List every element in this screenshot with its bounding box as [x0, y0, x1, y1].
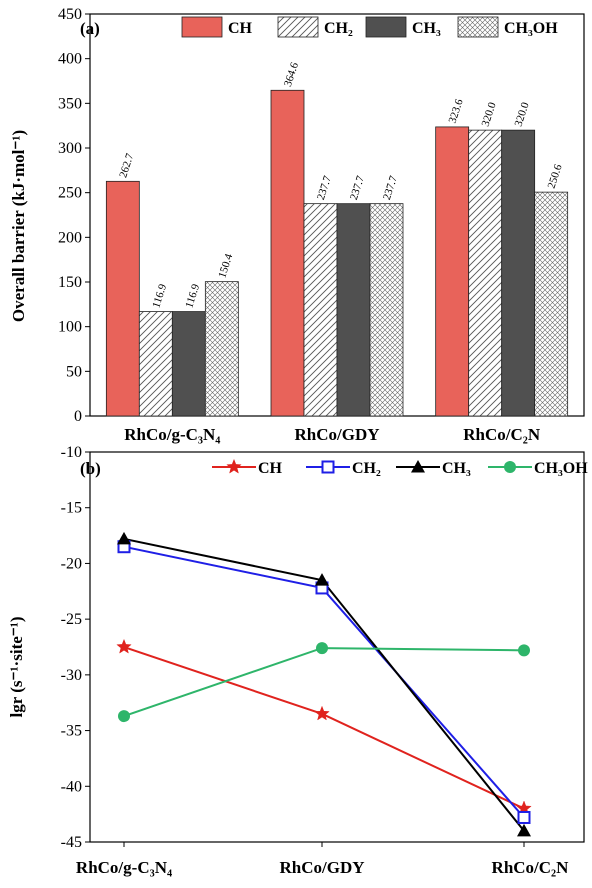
bar-data-label: 150.4: [216, 252, 235, 280]
line-chart-legend: CH CH₂ CH₃ CH₃OH: [212, 458, 588, 477]
y-tick-label: -10: [61, 444, 82, 461]
legend-label: CH₃OH: [534, 460, 588, 477]
bar-data-label: 250.6: [546, 162, 565, 190]
y-tick-label: 0: [74, 408, 82, 425]
bar: [501, 129, 536, 417]
bar: [534, 191, 569, 417]
bar: [369, 203, 404, 417]
legend-swatch: [181, 16, 223, 38]
legend-swatch: [277, 16, 319, 38]
data-point-circle: [118, 710, 130, 723]
legend-label: CH₃: [442, 460, 471, 477]
bar-chart-y-axis-title: Overall barrier (kJ·mol⁻¹): [9, 130, 28, 322]
panel-label-b: (b): [80, 459, 101, 478]
bar-data-label: 116.9: [150, 282, 169, 309]
x-category-label: RhCo/GDY: [279, 858, 364, 877]
y-tick-label: -30: [61, 667, 82, 684]
legend-label: CH: [258, 460, 283, 477]
data-point-circle: [504, 461, 516, 473]
bar-data-label: 323.6: [447, 97, 466, 125]
data-point-star: [314, 705, 330, 721]
data-point-triangle: [117, 531, 131, 545]
x-category-label: RhCo/g-C₃N₄: [124, 425, 220, 444]
bar: [171, 311, 206, 417]
x-category-label: RhCo/GDY: [294, 425, 379, 444]
legend-label: CH: [228, 20, 253, 37]
data-point-circle: [316, 642, 328, 655]
x-category-label: RhCo/C₂N: [492, 858, 570, 877]
line-chart-y-axis-title: lgr (s⁻¹·site⁻¹): [7, 616, 26, 717]
data-point-triangle: [517, 823, 531, 837]
y-tick-label: 200: [58, 229, 82, 246]
bar: [303, 203, 338, 417]
bar: [435, 126, 470, 417]
bar-chart-legend: CH CH₂ CH₃ CH₃OH: [181, 16, 558, 38]
bar-data-label: 320.0: [480, 100, 499, 128]
y-tick-label: 50: [66, 363, 82, 380]
y-tick-label: 450: [58, 6, 82, 23]
bar-data-label: 364.6: [282, 60, 301, 88]
bar: [105, 180, 140, 417]
bar: [138, 311, 173, 417]
y-tick-label: -35: [61, 723, 82, 740]
y-tick-label: 150: [58, 274, 82, 291]
bar: [204, 281, 239, 417]
y-tick-label: 350: [58, 95, 82, 112]
y-tick-label: 300: [58, 140, 82, 157]
y-tick-label: -45: [61, 834, 82, 851]
data-point-triangle: [411, 460, 425, 473]
y-tick-label: 100: [58, 319, 82, 336]
y-tick-label: -20: [61, 555, 82, 572]
legend-label: CH₂: [324, 20, 353, 37]
bar-data-label: 116.9: [183, 282, 202, 309]
legend-swatch: [365, 16, 407, 38]
bar-chart-bars: [105, 89, 569, 417]
data-point-circle: [518, 644, 530, 657]
y-tick-label: 250: [58, 185, 82, 202]
bar: [270, 89, 305, 417]
data-point-square: [321, 460, 335, 474]
bar-data-label: 237.7: [348, 174, 367, 202]
series-line: [123, 647, 525, 718]
data-point-star: [226, 458, 242, 474]
y-tick-label: 400: [58, 51, 82, 68]
y-tick-label: -40: [61, 778, 82, 795]
bar: [468, 129, 503, 417]
panel-label-a: (a): [80, 19, 100, 38]
y-tick-label: -25: [61, 611, 82, 628]
bar: [336, 203, 371, 417]
legend-label: CH₃: [412, 20, 441, 37]
bar-data-label: 237.7: [315, 174, 334, 202]
bar-chart-panel: 0 50 100 150 200 250 300 350 400 450 RhCo/g-C₃N₄ Rh…: [9, 6, 585, 444]
line-chart-panel: -10 -15 -20 -25 -30 -35 -40 -45 RhCo/g-C₃N₄ RhCo/…: [7, 444, 588, 877]
y-tick-label: -15: [61, 500, 82, 517]
data-point-square: [517, 810, 531, 824]
data-point-triangle: [315, 573, 329, 586]
x-category-label: RhCo/g-C₃N₄: [76, 858, 172, 877]
data-point-star: [116, 638, 132, 654]
x-category-label: RhCo/C₂N: [463, 425, 541, 444]
line-chart-series: [116, 531, 532, 837]
bar-data-label: 237.7: [381, 174, 400, 202]
legend-label: CH₃OH: [504, 20, 558, 37]
bar-chart-axes: 0 50 100 150 200 250 300 350 400 450 RhCo/g-C₃N₄ Rh…: [58, 6, 585, 444]
plot-frame: [89, 451, 585, 843]
legend-label: CH₂: [352, 460, 381, 477]
legend-swatch: [457, 16, 499, 38]
bar-data-label: 320.0: [513, 100, 532, 128]
series-line: [123, 646, 525, 810]
line-chart-axes: -10 -15 -20 -25 -30 -35 -40 -45 RhCo/g-C₃N₄ RhCo/…: [61, 444, 585, 877]
bar-data-label: 262.7: [117, 152, 136, 180]
